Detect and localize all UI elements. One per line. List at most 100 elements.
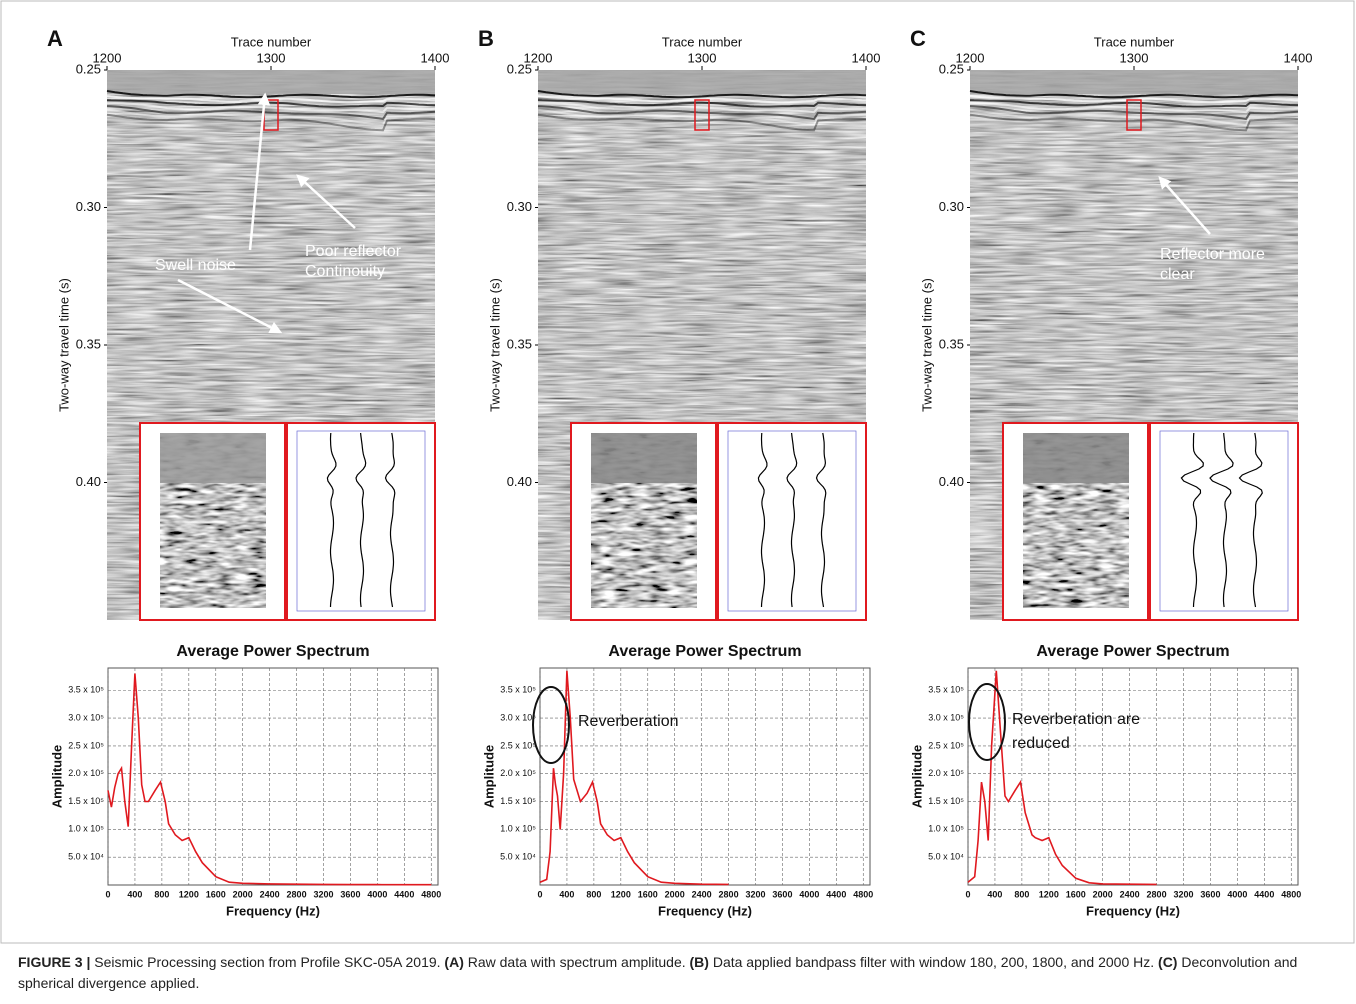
x-tick-label: 1200 — [524, 50, 553, 65]
x-axis-title: Frequency (Hz) — [658, 903, 752, 918]
y-axis-title: Two-way travel time (s) — [56, 278, 71, 412]
chart-title: Average Power Spectrum — [1036, 643, 1229, 660]
spectrum-line — [539, 670, 729, 886]
x-tick-label: 4000 — [367, 889, 387, 899]
y-tick-label: 1.0 x 10⁵ — [500, 824, 536, 834]
caption-text: Data applied bandpass filter with window… — [708, 954, 1159, 970]
figure: A Trace number 1200 1300 1400 0.25 0.30 0.35 0.4… — [0, 0, 1355, 944]
y-tick-label: 5.0 x 10⁴ — [928, 852, 964, 862]
x-axis-title: Trace number — [1094, 34, 1175, 49]
x-tick-label: 3200 — [1173, 889, 1193, 899]
x-tick-label: 4000 — [1227, 889, 1247, 899]
x-tick-label: 2400 — [692, 889, 712, 899]
caption: FIGURE 3 | Seismic Processing section fr… — [18, 952, 1338, 994]
inset-plot — [1159, 430, 1289, 612]
seismic-reflector — [106, 99, 436, 108]
inset-trace — [815, 432, 827, 608]
x-tick-label: 2400 — [1120, 889, 1140, 899]
y-tick-label: 0.40 — [76, 474, 101, 489]
caption-text: (A) — [444, 954, 464, 970]
seismic-reflector — [537, 90, 867, 99]
x-tick-label: 0 — [105, 889, 110, 899]
x-tick-label: 3200 — [313, 889, 333, 899]
inset-trace — [1209, 432, 1234, 608]
y-tick-label: 2.0 x 10⁵ — [68, 768, 104, 778]
x-tick-label: 2800 — [1147, 889, 1167, 899]
x-tick-label: 4400 — [394, 889, 414, 899]
y-tick-label: 0.35 — [507, 336, 532, 351]
y-tick-label: 0.25 — [507, 61, 532, 76]
arrow — [296, 174, 356, 229]
y-tick-label: 1.5 x 10⁵ — [68, 796, 104, 806]
x-tick-label: 1400 — [852, 50, 881, 65]
annotation: Reverberation are — [1012, 711, 1140, 728]
y-tick-label: 2.0 x 10⁵ — [928, 768, 964, 778]
y-axis-title: Two-way travel time (s) — [487, 278, 502, 412]
x-axis-title: Trace number — [662, 34, 743, 49]
seismic-reflector — [538, 102, 867, 114]
y-tick-label: 1.5 x 10⁵ — [500, 796, 536, 806]
seismic-reflector — [969, 113, 1299, 132]
y-tick-label: 2.5 x 10⁵ — [68, 740, 104, 750]
seismic-water — [538, 70, 866, 94]
y-tick-label: 2.5 x 10⁵ — [500, 740, 536, 750]
seismic-reflector — [537, 108, 867, 127]
x-tick-label: 1400 — [1284, 50, 1313, 65]
seismic-reflector — [107, 102, 436, 114]
plot-frame — [967, 667, 1299, 886]
y-axis-title: Amplitude — [49, 745, 64, 809]
panel-label: B — [478, 26, 494, 51]
x-tick-label: 400 — [987, 889, 1002, 899]
arrow — [177, 278, 283, 334]
x-tick-label: 1200 — [956, 50, 985, 65]
chart-title: Average Power Spectrum — [176, 643, 369, 660]
seismic-reflector — [969, 105, 1299, 121]
x-tick-label: 800 — [154, 889, 169, 899]
inset-plot — [296, 430, 426, 612]
x-tick-label: 2800 — [719, 889, 739, 899]
y-tick-label: 0.30 — [939, 199, 964, 214]
inset-trace — [384, 432, 396, 608]
x-tick-label: 2000 — [233, 889, 253, 899]
y-tick-label: 1.5 x 10⁵ — [928, 796, 964, 806]
x-tick-label: 3200 — [745, 889, 765, 899]
caption-text: Raw data with spectrum amplitude. — [463, 954, 690, 970]
inset-trace — [786, 432, 798, 608]
focus-box — [694, 99, 710, 131]
inset-plot — [727, 430, 857, 612]
y-tick-label: 3.5 x 10⁵ — [928, 685, 964, 695]
caption-text: Seismic Processing section from Profile … — [90, 954, 445, 970]
x-tick-label: 1600 — [638, 889, 658, 899]
annotation: reduced — [1012, 735, 1070, 752]
x-tick-label: 0 — [537, 889, 542, 899]
x-tick-label: 3600 — [340, 889, 360, 899]
x-tick-label: 1200 — [179, 889, 199, 899]
y-tick-label: 5.0 x 10⁴ — [500, 852, 536, 862]
x-tick-label: 1300 — [688, 50, 717, 65]
inset-trace — [326, 432, 337, 608]
seismic-reflector — [106, 105, 436, 121]
caption-text: (B) — [689, 954, 709, 970]
highlight-ellipse — [532, 686, 570, 764]
seismic-reflector — [537, 99, 867, 108]
seismic-reflector — [969, 99, 1299, 108]
x-tick-label: 2400 — [260, 889, 280, 899]
x-tick-label: 4000 — [799, 889, 819, 899]
x-tick-label: 1400 — [421, 50, 450, 65]
figure-border — [0, 0, 1355, 944]
x-tick-label: 4400 — [1254, 889, 1274, 899]
x-tick-label: 1600 — [206, 889, 226, 899]
x-tick-label: 4800 — [421, 889, 441, 899]
inset-water — [1023, 433, 1129, 483]
spectrum-line — [967, 670, 1157, 886]
annotation: clear — [1160, 266, 1195, 283]
y-tick-label: 3.5 x 10⁵ — [68, 685, 104, 695]
y-tick-label: 0.25 — [76, 61, 101, 76]
y-tick-label: 0.35 — [939, 336, 964, 351]
inset-trace — [757, 432, 768, 608]
chart-title: Average Power Spectrum — [608, 643, 801, 660]
annotation: Reverberation — [578, 713, 679, 730]
x-tick-label: 1300 — [1120, 50, 1149, 65]
seismic-reflector — [106, 95, 436, 104]
arrow — [1158, 176, 1211, 235]
